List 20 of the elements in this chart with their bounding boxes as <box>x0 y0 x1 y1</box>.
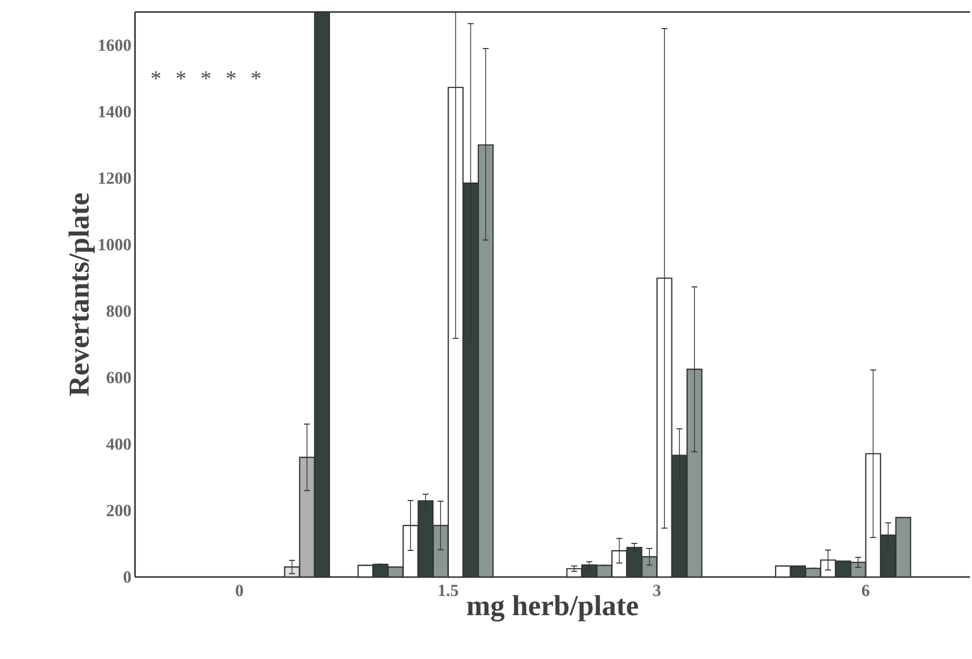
y-tick-label: 600 <box>106 372 131 384</box>
annotation: * <box>226 71 236 80</box>
x-tick-label: 0 <box>236 584 243 596</box>
y-axis-title: Revertants/plate <box>68 193 95 396</box>
x-tick-label: 6 <box>862 584 870 596</box>
x-axis-title: mg herb/plate <box>467 595 638 622</box>
x-tick-label: 3 <box>653 584 661 596</box>
y-tick-label: 800 <box>106 305 131 317</box>
y-tick-label: 1400 <box>98 106 131 118</box>
y-tick-label: 200 <box>106 504 131 516</box>
y-tick-label: 1000 <box>98 238 131 250</box>
y-tick-label: 400 <box>106 438 131 450</box>
y-tick-label: 1200 <box>98 172 131 184</box>
annotation: * <box>252 71 261 80</box>
x-tick-label: 1.5 <box>438 584 458 596</box>
y-tick-label: 0 <box>124 571 131 583</box>
annotation: * <box>176 71 186 80</box>
y-tick-label: 1600 <box>98 40 131 51</box>
annotation: * <box>151 71 160 80</box>
annotation: * <box>202 71 210 80</box>
